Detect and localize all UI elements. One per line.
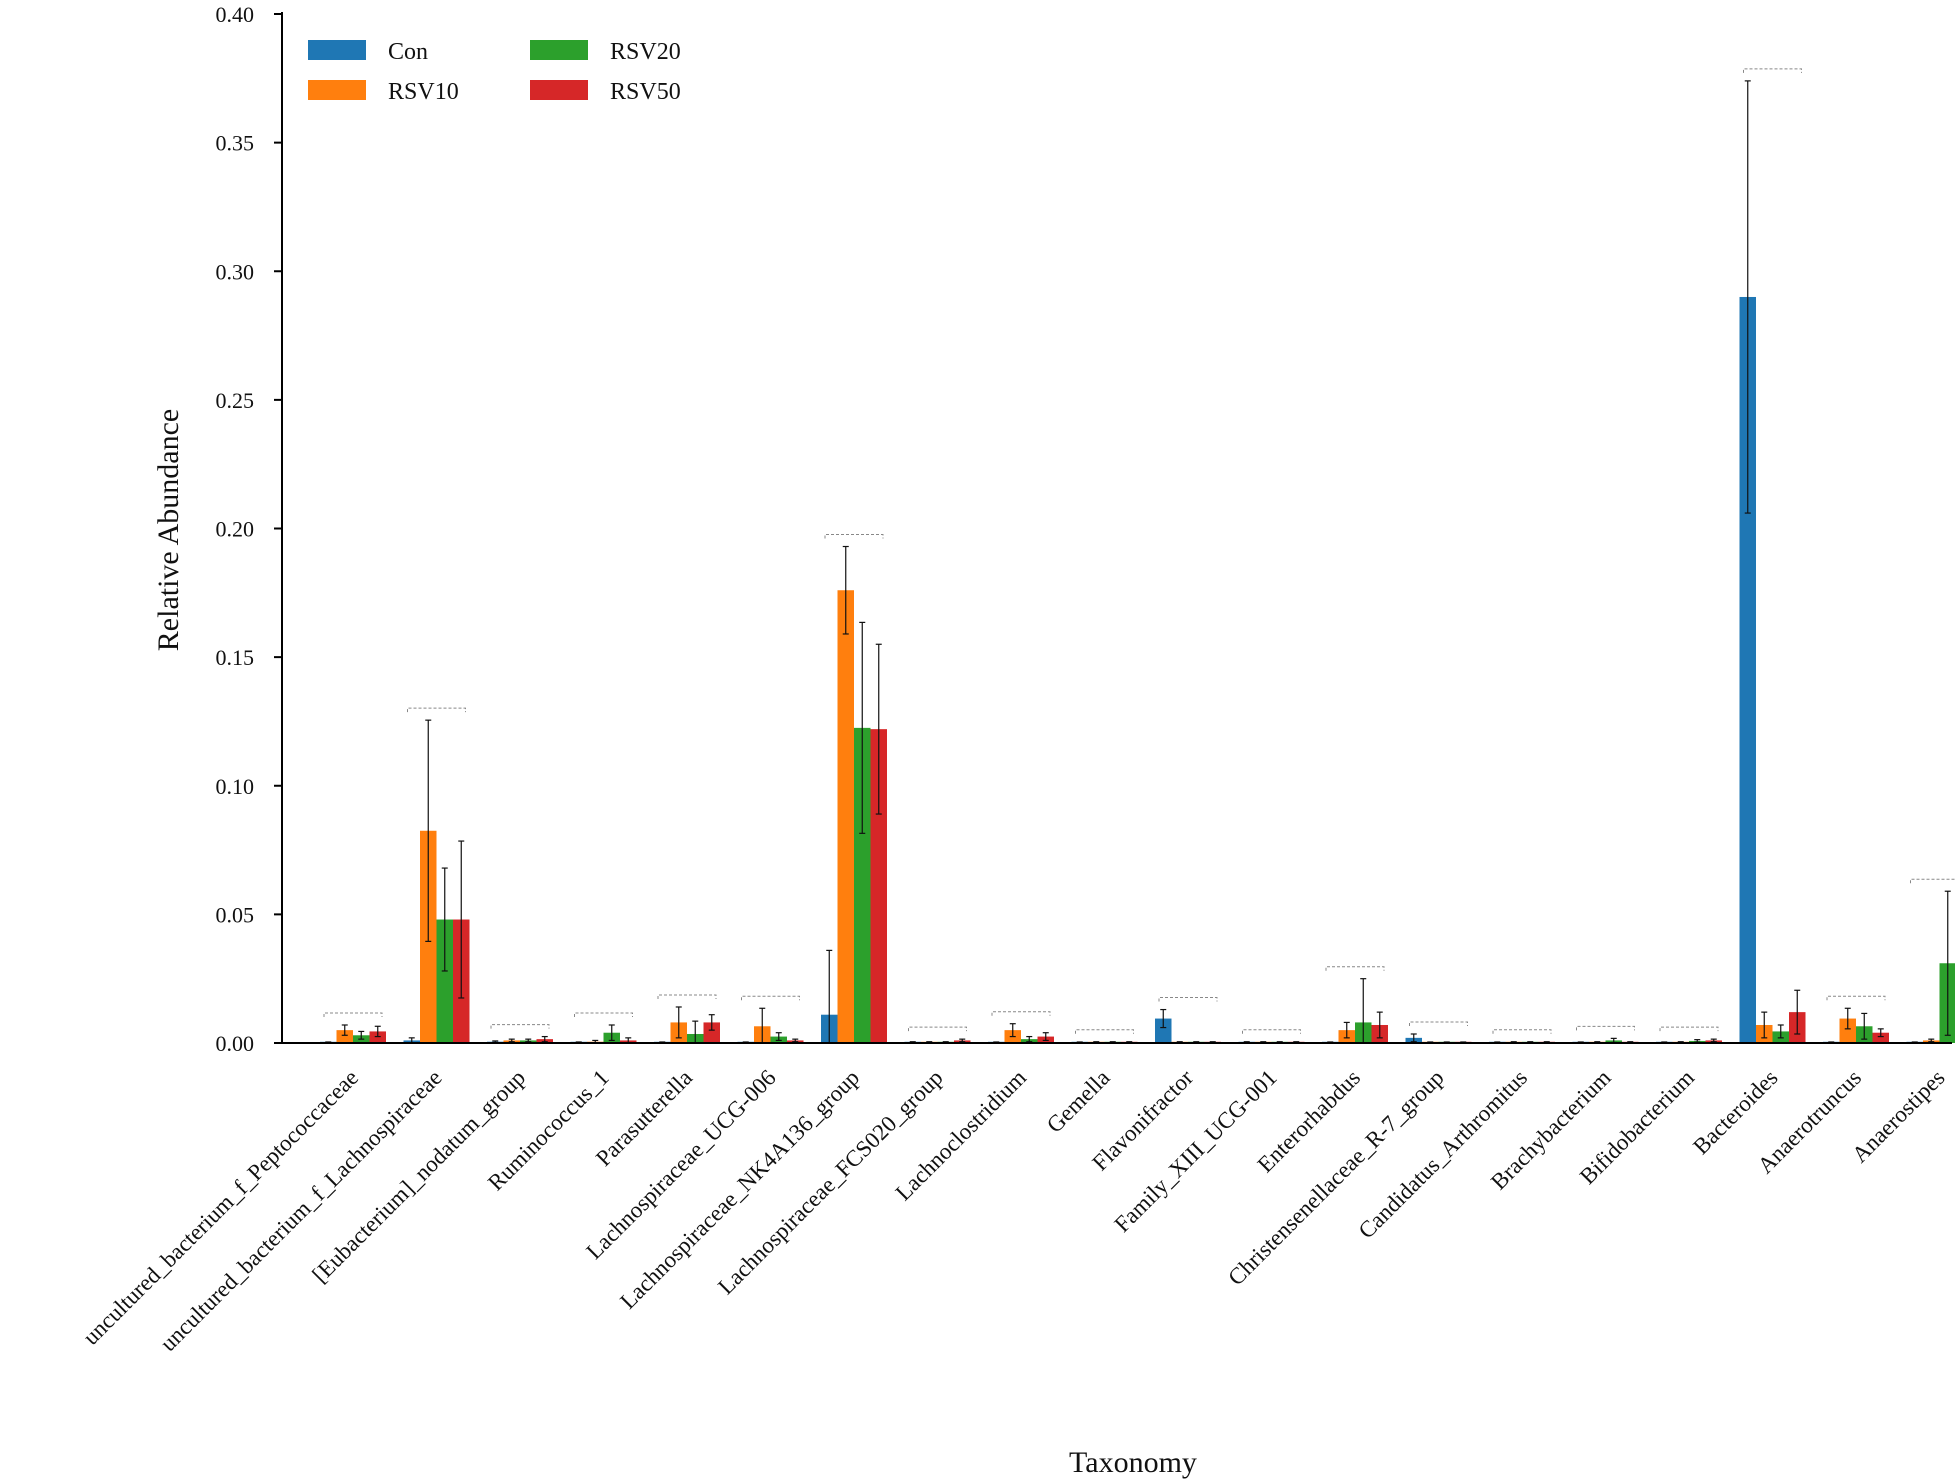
legend: Con RSV10 RSV20 RSV50 bbox=[308, 39, 681, 105]
bar bbox=[837, 590, 854, 1043]
bar bbox=[1839, 1018, 1856, 1043]
significance-bracket bbox=[824, 534, 884, 539]
significance-bracket bbox=[323, 1012, 383, 1017]
bar bbox=[336, 1030, 353, 1043]
y-axis-title: Relative Abundance bbox=[152, 409, 185, 651]
y-tick-label: 0.30 bbox=[216, 259, 255, 284]
significance-bracket bbox=[1409, 1021, 1468, 1026]
y-ticks: 0.00 0.05 0.10 0.15 0.20 0.25 0.30 0.35 0.40 bbox=[216, 2, 282, 1056]
legend-label: RSV50 bbox=[610, 79, 681, 105]
significance-bracket bbox=[908, 1026, 967, 1032]
bar bbox=[1155, 1018, 1172, 1043]
significance-bracket bbox=[1910, 878, 1955, 884]
significance-bracket bbox=[1325, 966, 1385, 971]
legend-label: Con bbox=[388, 39, 428, 65]
legend-swatch bbox=[308, 80, 366, 100]
y-tick-label: 0.15 bbox=[216, 645, 255, 670]
significance-bracket bbox=[1743, 68, 1802, 73]
y-tick-label: 0.00 bbox=[216, 1031, 255, 1056]
x-axis-title: Taxonomy bbox=[1069, 1446, 1197, 1479]
y-tick-label: 0.20 bbox=[216, 517, 255, 542]
significance-bracket bbox=[574, 1012, 633, 1017]
bar bbox=[436, 919, 453, 1043]
significance-brackets bbox=[323, 68, 1955, 1034]
x-tick-label: Gemella bbox=[1042, 1065, 1115, 1138]
y-tick-label: 0.40 bbox=[216, 2, 255, 27]
legend-label: RSV20 bbox=[610, 39, 681, 65]
bar bbox=[1739, 296, 1756, 1044]
legend-swatch bbox=[530, 40, 588, 60]
bars bbox=[320, 80, 1955, 1044]
significance-bracket bbox=[1826, 995, 1886, 1001]
y-tick-label: 0.10 bbox=[216, 774, 255, 799]
bar bbox=[369, 1031, 386, 1043]
significance-bracket bbox=[657, 994, 717, 999]
significance-bracket bbox=[1242, 1029, 1301, 1034]
significance-bracket bbox=[490, 1024, 550, 1029]
significance-bracket bbox=[407, 707, 466, 713]
y-tick-label: 0.25 bbox=[216, 388, 255, 413]
legend-label: RSV10 bbox=[388, 79, 459, 105]
x-tick-labels: uncultured_bacterium_f_Peptococcaceaeunc… bbox=[78, 1065, 1950, 1357]
x-tick-label: Family_XIII_UCG-001 bbox=[1109, 1065, 1281, 1237]
x-tick-label: Candidatus_Arthromitus bbox=[1354, 1065, 1533, 1244]
bar bbox=[854, 727, 871, 1043]
bar bbox=[703, 1022, 720, 1043]
significance-bracket bbox=[1659, 1026, 1719, 1032]
y-tick-label: 0.35 bbox=[216, 131, 255, 156]
bar bbox=[870, 729, 887, 1043]
axes bbox=[281, 12, 1952, 1044]
bar bbox=[1872, 1032, 1889, 1043]
y-tick-label: 0.05 bbox=[216, 902, 255, 927]
significance-bracket bbox=[1158, 997, 1218, 1002]
legend-swatch bbox=[308, 40, 366, 60]
significance-bracket bbox=[741, 995, 800, 1001]
legend-swatch bbox=[530, 80, 588, 100]
significance-bracket bbox=[1576, 1025, 1635, 1031]
significance-bracket bbox=[1492, 1029, 1552, 1034]
significance-bracket bbox=[1075, 1029, 1134, 1034]
significance-bracket bbox=[991, 1011, 1051, 1016]
